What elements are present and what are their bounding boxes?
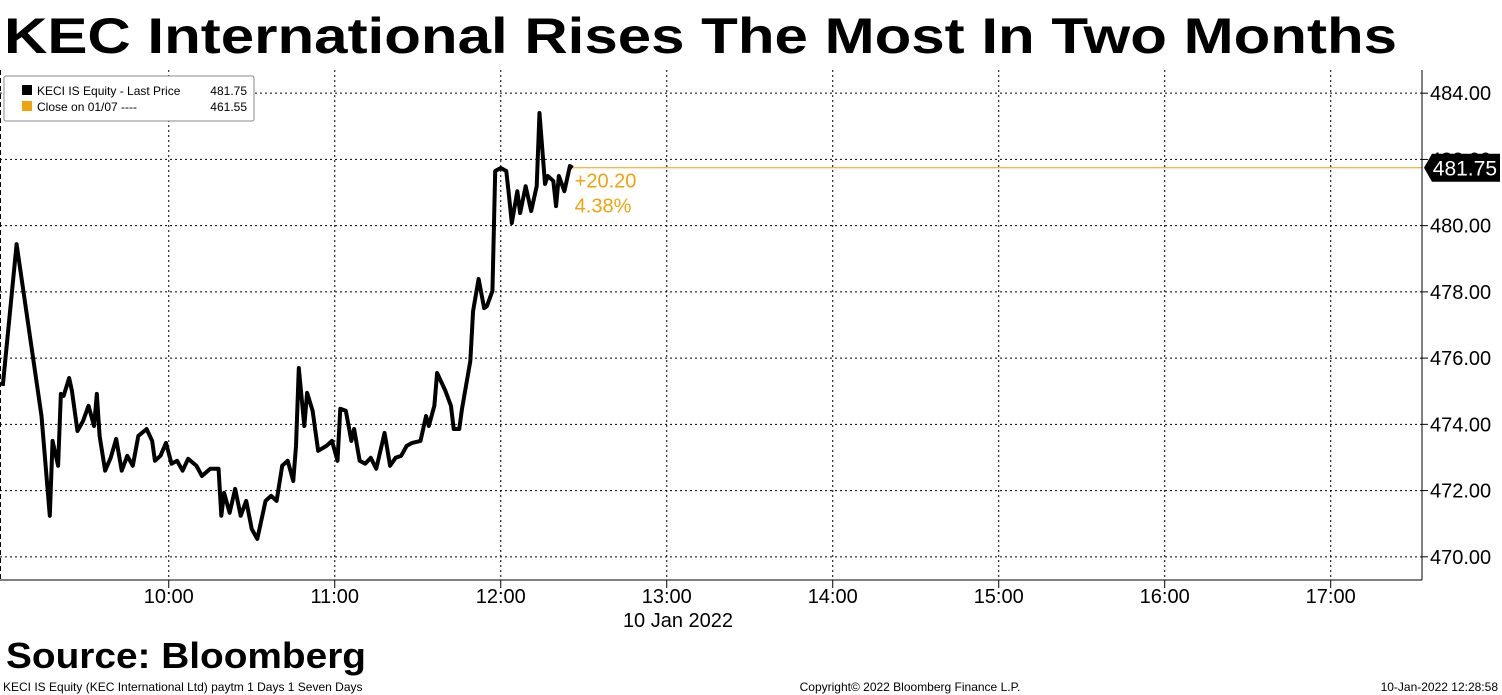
last-price-box xyxy=(1424,153,1500,182)
y-tick-label: 474.00 xyxy=(1430,414,1491,436)
x-tick-label: 14:00 xyxy=(808,586,858,608)
y-tick-label: 472.00 xyxy=(1430,481,1491,503)
x-tick-label: 10:00 xyxy=(144,586,194,608)
legend-swatch xyxy=(22,101,32,111)
y-tick-label: 478.00 xyxy=(1430,282,1491,304)
x-tick-label: 11:00 xyxy=(310,586,359,608)
x-tick-label: 15:00 xyxy=(974,586,1024,608)
change-annotation: +20.20 xyxy=(575,171,637,193)
y-tick-label: 476.00 xyxy=(1430,348,1491,370)
chart-title: KEC International Rises The Most In Two … xyxy=(4,8,1397,64)
change-annotation: 4.38% xyxy=(575,196,632,218)
price-line xyxy=(0,111,574,541)
x-tick-label: 17:00 xyxy=(1306,586,1356,608)
legend-box xyxy=(3,75,255,122)
x-axis-label: 10 Jan 2022 xyxy=(623,610,733,632)
legend-swatch xyxy=(22,85,32,95)
footer-left: KECI IS Equity (KEC International Ltd) p… xyxy=(3,680,363,694)
x-tick-label: 13:00 xyxy=(642,586,692,608)
x-tick-label: 16:00 xyxy=(1140,586,1190,608)
legend-label: Close on 01/07 ---- xyxy=(37,100,137,114)
last-price-label: 481.75 xyxy=(1433,158,1497,181)
legend-value: 461.55 xyxy=(210,100,247,114)
y-tick-label: 470.00 xyxy=(1430,547,1491,569)
footer-center: Copyright© 2022 Bloomberg Finance L.P. xyxy=(800,680,1021,694)
x-tick-label: 12:00 xyxy=(476,586,526,608)
source: Source: Bloomberg xyxy=(6,635,366,676)
y-tick-label: 484.00 xyxy=(1430,83,1491,105)
legend-value: 481.75 xyxy=(210,84,247,98)
y-tick-label: 480.00 xyxy=(1430,216,1491,238)
footer-right: 10-Jan-2022 12:28:58 xyxy=(1381,680,1499,694)
legend-label: KECI IS Equity - Last Price xyxy=(37,84,181,98)
